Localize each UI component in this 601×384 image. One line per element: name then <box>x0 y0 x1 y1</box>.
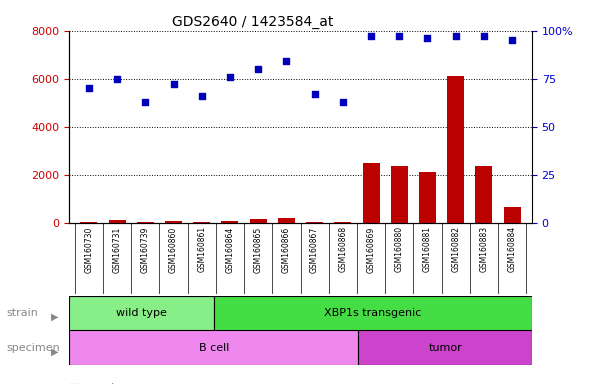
Text: B cell: B cell <box>198 343 229 353</box>
Bar <box>222 221 239 223</box>
Point <box>197 93 207 99</box>
Point <box>338 99 347 105</box>
Bar <box>504 207 520 223</box>
Bar <box>109 220 126 223</box>
Text: GSM160867: GSM160867 <box>310 226 319 273</box>
Point <box>310 91 319 97</box>
Text: GSM160730: GSM160730 <box>84 226 93 273</box>
Text: GSM160884: GSM160884 <box>508 226 517 272</box>
Text: GSM160880: GSM160880 <box>395 226 404 272</box>
Point <box>112 76 122 82</box>
Bar <box>475 166 492 223</box>
Text: GDS2640 / 1423584_at: GDS2640 / 1423584_at <box>172 15 333 29</box>
Text: wild type: wild type <box>116 308 167 318</box>
Bar <box>358 330 532 365</box>
Point <box>282 58 291 65</box>
Point <box>507 37 517 43</box>
Text: GSM160739: GSM160739 <box>141 226 150 273</box>
Text: count: count <box>84 383 115 384</box>
Bar <box>447 76 464 223</box>
Text: GSM160882: GSM160882 <box>451 226 460 272</box>
Text: GSM160864: GSM160864 <box>225 226 234 273</box>
Bar <box>419 172 436 223</box>
Point <box>254 66 263 72</box>
Bar <box>69 330 358 365</box>
Bar <box>334 222 352 223</box>
Point <box>225 74 235 80</box>
Text: GSM160866: GSM160866 <box>282 226 291 273</box>
Text: GSM160869: GSM160869 <box>367 226 376 273</box>
Point <box>84 85 94 91</box>
Point <box>479 33 489 40</box>
Bar <box>137 222 154 223</box>
Text: ▶: ▶ <box>51 346 58 356</box>
Bar <box>278 218 295 223</box>
Bar <box>69 296 214 330</box>
Text: GSM160865: GSM160865 <box>254 226 263 273</box>
Text: strain: strain <box>6 308 38 318</box>
Point <box>169 81 178 88</box>
Text: GSM160868: GSM160868 <box>338 226 347 272</box>
Text: ▶: ▶ <box>51 312 58 322</box>
Point <box>366 33 376 40</box>
Text: GSM160860: GSM160860 <box>169 226 178 273</box>
Bar <box>194 222 210 223</box>
Text: ■: ■ <box>69 383 79 384</box>
Point <box>394 33 404 40</box>
Bar <box>249 219 267 223</box>
Text: GSM160731: GSM160731 <box>112 226 121 273</box>
Bar <box>306 222 323 223</box>
Bar <box>81 222 97 223</box>
Bar <box>165 221 182 223</box>
Bar <box>214 296 532 330</box>
Text: GSM160883: GSM160883 <box>480 226 489 272</box>
Point <box>451 33 460 40</box>
Point <box>141 99 150 105</box>
Text: tumor: tumor <box>429 343 462 353</box>
Text: XBP1s transgenic: XBP1s transgenic <box>324 308 421 318</box>
Text: specimen: specimen <box>6 343 59 353</box>
Point <box>423 35 432 41</box>
Bar <box>391 166 407 223</box>
Bar <box>362 163 379 223</box>
Text: GSM160861: GSM160861 <box>197 226 206 272</box>
Text: GSM160881: GSM160881 <box>423 226 432 272</box>
